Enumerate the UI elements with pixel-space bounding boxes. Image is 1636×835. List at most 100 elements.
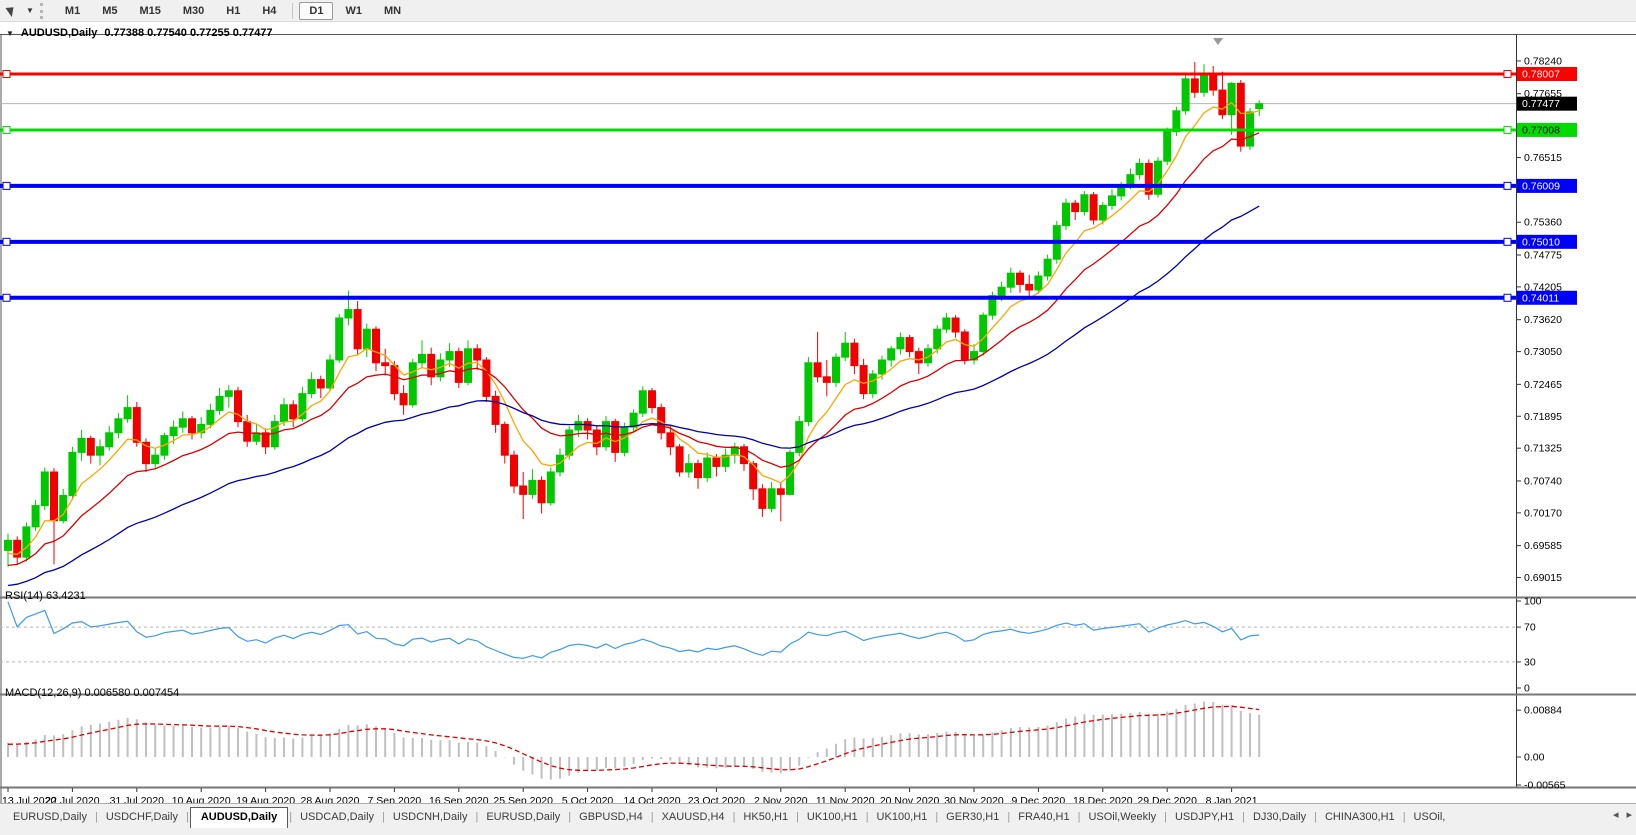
chart-tab-USDCNH-Daily[interactable]: USDCNH,Daily: [392, 811, 468, 823]
chart-tab-CHINA300-H1[interactable]: CHINA300,H1: [1324, 811, 1395, 823]
rsi-axis-label: 0: [1524, 683, 1530, 695]
candle-body: [178, 418, 187, 428]
candle-body: [307, 379, 316, 395]
chart-tab-GBPUSD-H4[interactable]: GBPUSD,H4: [579, 811, 643, 823]
timeframe-button-H4[interactable]: H4: [262, 4, 277, 17]
chart-tab-EURUSD-Daily[interactable]: EURUSD,Daily: [13, 811, 87, 823]
candle-body: [914, 351, 923, 364]
hline-anchor[interactable]: [2, 181, 11, 190]
price-tick-label: 0.69585: [1524, 540, 1562, 552]
tab-separator: |: [935, 811, 939, 823]
candle-body: [500, 423, 509, 456]
timeframe-button-D1[interactable]: D1: [299, 1, 334, 20]
rsi-indicator-label: RSI(14) 63.4231: [5, 590, 86, 602]
rsi-axis-label: 70: [1524, 622, 1536, 634]
timeframe-button-M1[interactable]: M1: [64, 4, 81, 17]
chart-tab-XAUUSD-H4[interactable]: XAUUSD,H4: [661, 811, 725, 823]
chart-tab-USOil[interactable]: USOil,: [1413, 811, 1446, 823]
candle-body: [822, 376, 831, 383]
macd-axis-label: -0.00565: [1524, 780, 1566, 792]
hline-anchor[interactable]: [2, 70, 11, 78]
chart-tab-FRA40-H1[interactable]: FRA40,H1: [1018, 811, 1070, 823]
candle-body: [1154, 160, 1162, 195]
hline-anchor[interactable]: [1503, 237, 1512, 246]
candle-body: [675, 446, 684, 473]
timeframe-button-M5[interactable]: M5: [102, 4, 118, 17]
candle-body: [960, 331, 969, 361]
chart-symbol-label: AUDUSD,Daily: [20, 27, 98, 39]
chart-tab-USDJPY-H1[interactable]: USDJPY,H1: [1174, 811, 1235, 823]
collapse-caret-icon[interactable]: ▼: [6, 28, 14, 38]
tab-separator: |: [382, 811, 385, 823]
tab-scrollers: ◂ ▸: [1613, 808, 1632, 821]
price-tick-label: 0.74205: [1524, 281, 1562, 293]
chart-tab-USOil-Weekly[interactable]: USOil,Weekly: [1088, 811, 1157, 823]
candle-body: [611, 421, 620, 453]
tab-separator: |: [865, 811, 869, 823]
candle-body: [850, 342, 859, 367]
price-tick-label: 0.73620: [1524, 314, 1562, 326]
tab-scroll-left-icon[interactable]: ◂: [1612, 809, 1619, 821]
tab-scroll-right-icon[interactable]: ▸: [1626, 809, 1632, 821]
tab-separator: |: [185, 811, 189, 823]
timeframe-button-M30[interactable]: M30: [182, 4, 205, 17]
chart-tab-DJ30-Daily[interactable]: DJ30,Daily: [1252, 811, 1307, 823]
candle-body: [123, 407, 132, 420]
timeframe-button-M15[interactable]: M15: [139, 4, 161, 17]
chart-tab-HK50-H1[interactable]: HK50,H1: [743, 811, 789, 823]
candle-body: [169, 426, 178, 437]
chart-shift-marker-icon[interactable]: [1213, 38, 1223, 45]
candle-body: [344, 309, 353, 319]
timeframe-button-MN[interactable]: MN: [383, 4, 402, 17]
chart-tab-UK100-H1[interactable]: UK100,H1: [806, 811, 858, 823]
candle-body: [1025, 283, 1034, 291]
hline-price-label: 0.77008: [1522, 124, 1560, 136]
chart-tab-EURUSD-Daily[interactable]: EURUSD,Daily: [486, 811, 561, 823]
candle-body: [1034, 275, 1043, 291]
candle-body: [841, 342, 850, 358]
candle-body: [22, 526, 31, 558]
timeframe-button-H1[interactable]: H1: [226, 4, 241, 17]
macd-axis-label: 0.00: [1524, 752, 1545, 764]
candle-body: [335, 317, 344, 361]
chart-tab-GER30-H1[interactable]: GER30,H1: [946, 811, 1000, 823]
hline-anchor[interactable]: [1503, 70, 1512, 78]
candle-body: [381, 362, 390, 367]
candle-body: [703, 457, 712, 479]
candle-body: [749, 463, 758, 490]
hline-anchor[interactable]: [1503, 293, 1512, 302]
hline-anchor[interactable]: [1503, 181, 1512, 190]
hline-price-box: [1517, 290, 1577, 305]
hline-anchor[interactable]: [2, 237, 11, 246]
hline-anchor[interactable]: [1503, 125, 1512, 134]
candle-body: [859, 365, 868, 395]
candle-body: [620, 426, 629, 453]
candle-body: [234, 390, 242, 423]
candle-body: [243, 421, 252, 442]
hline-anchor[interactable]: [2, 125, 11, 134]
candle-body: [786, 451, 794, 495]
hline-price-box: [1517, 67, 1577, 81]
candle-body: [804, 362, 813, 423]
chart-tab-USDCHF-Daily[interactable]: USDCHF,Daily: [105, 811, 178, 823]
candle-body: [399, 393, 408, 406]
hline-anchor[interactable]: [2, 293, 11, 302]
candle-body: [1236, 82, 1245, 147]
price-tick-label: 0.72465: [1524, 379, 1562, 391]
candle-body: [445, 351, 454, 361]
timeframe-button-W1[interactable]: W1: [345, 4, 362, 17]
cursor-tool-icon[interactable]: [0, 2, 22, 20]
toolbar-grip[interactable]: [39, 2, 48, 19]
price-tick-label: 0.74775: [1524, 249, 1562, 261]
chart-tab-AUDUSD-Daily[interactable]: AUDUSD,Daily: [189, 806, 289, 828]
chart-tab-UK100-H1[interactable]: UK100,H1: [876, 811, 928, 823]
candle-body: [942, 317, 951, 330]
candle-body: [629, 412, 638, 428]
chart-svg: 0.782400.776550.765150.753600.747750.742…: [0, 34, 1636, 812]
chart-title: ▼ AUDUSD,Daily 0.77388 0.77540 0.77255 0…: [6, 27, 273, 39]
candle-body: [77, 437, 86, 453]
chart-tab-USDCAD-Daily[interactable]: USDCAD,Daily: [300, 811, 375, 823]
candle-body: [50, 471, 58, 522]
cursor-dropdown-caret-icon[interactable]: ▼: [26, 6, 34, 15]
